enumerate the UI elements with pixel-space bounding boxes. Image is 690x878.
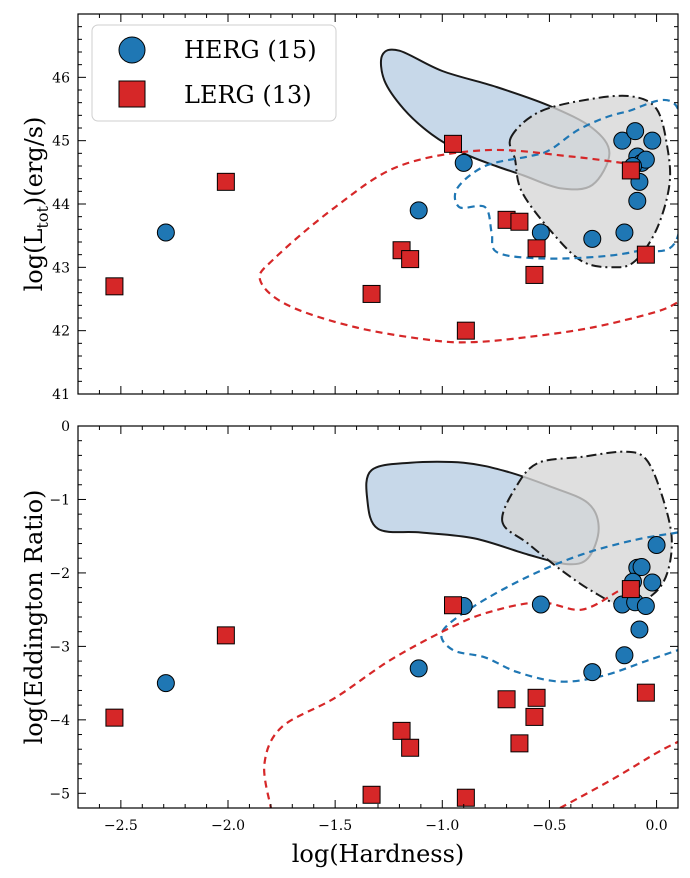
top-lerg-point <box>216 172 235 191</box>
bot-y-tick-label: 0 <box>61 419 70 435</box>
top-herg-point <box>156 223 175 242</box>
top-lerg-point <box>444 134 462 153</box>
top-herg-point <box>613 131 632 150</box>
top-contour-lerg-dashed <box>258 148 678 344</box>
bottom-y-axis-label: log(Eddington Ratio) <box>20 490 48 745</box>
bot-herg-point <box>636 596 655 615</box>
top-herg-point <box>454 153 473 172</box>
top-ticks: 41 42 43 44 45 46 <box>52 13 679 403</box>
top-y-label-prefix: log(L <box>20 229 48 292</box>
bot-contour-herg-dashed <box>440 531 678 683</box>
bot-herg-point <box>156 674 175 693</box>
top-lerg-point <box>636 245 655 264</box>
bot-lerg-point <box>444 596 462 615</box>
legend-box <box>91 24 337 122</box>
bot-lerg-point <box>456 788 475 807</box>
bot-herg-point <box>409 659 428 678</box>
top-lerg-point <box>621 161 640 180</box>
bot-x-tick-label: 0.0 <box>645 818 667 834</box>
bot-x-tick-label: −0.5 <box>532 818 566 834</box>
top-y-tick-label: 45 <box>52 134 70 150</box>
top-contours <box>258 48 678 344</box>
legend-herg-marker <box>118 36 146 64</box>
top-lerg-point <box>525 265 544 284</box>
legend-lerg-label: LERG (13) <box>184 81 312 109</box>
top-lerg-point <box>456 321 475 340</box>
bot-lerg-point <box>636 683 655 702</box>
top-herg-point <box>409 201 428 220</box>
bottom-contours <box>263 450 678 808</box>
bot-lerg-point <box>510 734 529 753</box>
top-y-tick-label: 43 <box>52 260 70 276</box>
top-y-tick-label: 42 <box>52 324 70 340</box>
top-y-tick-label: 46 <box>52 70 70 86</box>
bot-y-tick-label: −3 <box>49 639 70 655</box>
bot-lerg-point <box>527 688 546 707</box>
top-y-axis-label: log(Ltot)(erg/s) <box>20 117 52 292</box>
bot-x-tick-label: −2.5 <box>104 818 138 834</box>
bot-herg-point <box>615 646 634 665</box>
legend: HERG (15) LERG (13) <box>91 24 337 122</box>
bottom-panel: −2.5 −2.0 −1.5 −1.0 −0.5 0.0 −5 −4 −3 −2 −1 0 <box>49 419 679 834</box>
top-herg-point <box>626 122 645 141</box>
bot-x-tick-label: −1.5 <box>318 818 352 834</box>
bot-x-tick-label: −1.0 <box>425 818 459 834</box>
bot-y-tick-label: −1 <box>49 492 70 508</box>
legend-lerg-marker <box>118 80 146 108</box>
top-panel: 41 42 43 44 45 46 <box>52 13 679 403</box>
bottom-ticks: −2.5 −2.0 −1.5 −1.0 −0.5 0.0 −5 −4 −3 −2 −1 0 <box>49 419 679 834</box>
bottom-points <box>105 536 666 807</box>
bot-herg-point <box>647 536 666 555</box>
bot-x-tick-label: −2.0 <box>211 818 245 834</box>
x-axis-label: log(Hardness) <box>292 840 465 868</box>
top-y-tick-label: 44 <box>52 197 70 213</box>
bot-herg-point <box>632 558 651 577</box>
top-contour-herg-dashed <box>453 98 678 260</box>
bot-y-tick-label: −4 <box>49 713 70 729</box>
bot-contour-lerg-dashed-lower <box>559 740 678 808</box>
bot-y-tick-label: −5 <box>49 786 70 802</box>
top-lerg-point <box>527 239 546 258</box>
bot-lerg-point <box>216 626 235 645</box>
bot-herg-point <box>531 595 550 614</box>
top-herg-point <box>583 229 602 248</box>
top-lerg-point <box>401 250 420 269</box>
bot-y-tick-label: −2 <box>49 566 70 582</box>
top-y-tick-label: 41 <box>52 387 70 403</box>
bot-herg-point <box>630 620 649 639</box>
top-herg-point <box>531 223 550 242</box>
top-points <box>105 122 662 340</box>
bot-lerg-point <box>525 707 544 726</box>
bot-herg-point <box>583 663 602 682</box>
top-y-label-sub: tot <box>33 206 52 229</box>
bot-lerg-point <box>401 738 420 757</box>
top-y-label-suffix: )(erg/s) <box>20 117 48 207</box>
top-lerg-point <box>510 212 529 231</box>
top-herg-point <box>628 191 647 210</box>
bot-lerg-point <box>362 785 381 804</box>
bot-contour-lerg-dashed <box>263 590 619 808</box>
bot-herg-point <box>643 573 662 592</box>
top-herg-point <box>615 223 634 242</box>
bot-lerg-point <box>105 708 124 727</box>
top-lerg-point <box>362 284 381 303</box>
top-lerg-point <box>105 277 124 296</box>
bot-lerg-point <box>392 721 411 740</box>
bot-lerg-point <box>621 580 640 599</box>
top-herg-point <box>643 131 662 150</box>
bot-lerg-point <box>497 690 516 709</box>
legend-herg-label: HERG (15) <box>184 36 317 64</box>
